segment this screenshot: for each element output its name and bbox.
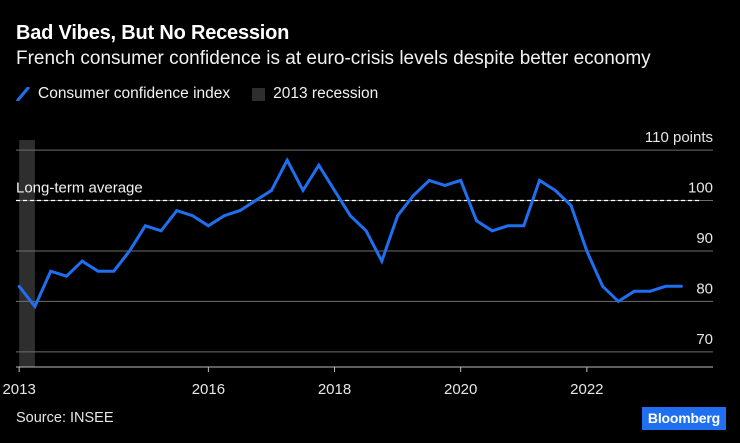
long-term-average-label: Long-term average [16, 180, 143, 197]
source-note: Source: INSEE [16, 410, 114, 426]
y-tick-label: 90 [696, 230, 713, 247]
data-point [585, 249, 589, 253]
data-point [80, 259, 84, 263]
data-point [364, 229, 368, 233]
data-point [238, 209, 242, 213]
x-tick-label: 2013 [2, 381, 35, 398]
legend-item-confidence: Consumer confidence index [16, 85, 230, 103]
data-point [664, 284, 668, 288]
data-point [348, 214, 352, 218]
data-point [506, 224, 510, 228]
data-point [475, 219, 478, 223]
recession-band [19, 140, 35, 367]
data-point [632, 289, 636, 293]
data-point [175, 209, 179, 213]
chart-subtitle: French consumer confidence is at euro-cr… [16, 48, 651, 69]
data-point [680, 284, 683, 288]
legend-line-icon [16, 87, 30, 101]
data-point [459, 178, 463, 182]
data-point [143, 224, 147, 228]
data-point [33, 305, 37, 308]
x-tick-label: 2018 [318, 381, 351, 398]
data-point [616, 300, 620, 303]
bloomberg-logo: Bloomberg [641, 407, 726, 430]
data-point [538, 178, 541, 182]
data-point [333, 189, 336, 192]
legend-label-confidence: Consumer confidence index [38, 85, 231, 102]
data-point [443, 184, 447, 187]
legend-box-icon [252, 87, 266, 101]
data-point [522, 224, 526, 228]
data-point [380, 259, 384, 263]
data-point [285, 158, 289, 162]
data-point [222, 214, 226, 218]
data-point [317, 163, 321, 167]
data-point [601, 284, 605, 288]
data-point [490, 229, 494, 233]
data-point [159, 229, 163, 233]
y-tick-label: 110 points [645, 129, 713, 146]
data-point [411, 194, 415, 197]
data-point [553, 189, 557, 192]
data-point [128, 249, 131, 253]
chart-legend: Consumer confidence index 2013 recession [16, 84, 400, 104]
legend-label-recession: 2013 recession [273, 85, 379, 102]
data-point [17, 284, 21, 288]
y-tick-label: 80 [696, 280, 713, 297]
data-point [206, 224, 210, 228]
data-point [191, 214, 195, 218]
data-point [648, 289, 652, 293]
data-point [65, 274, 68, 278]
data-point [96, 269, 100, 273]
data-point [254, 199, 258, 202]
data-point [112, 269, 116, 273]
data-point [396, 214, 400, 218]
x-tick-label: 2016 [192, 381, 225, 398]
data-point [569, 204, 573, 207]
y-tick-label: 70 [696, 331, 713, 348]
data-point [301, 189, 305, 192]
data-point [427, 178, 431, 182]
data-point [49, 269, 53, 273]
chart-title: Bad Vibes, But No Recession [16, 22, 290, 44]
legend-item-recession: 2013 recession [252, 85, 378, 103]
y-tick-label: 100 [688, 180, 713, 197]
x-tick-label: 2020 [444, 381, 477, 398]
data-point [270, 189, 273, 192]
x-tick-label: 2022 [570, 381, 603, 398]
